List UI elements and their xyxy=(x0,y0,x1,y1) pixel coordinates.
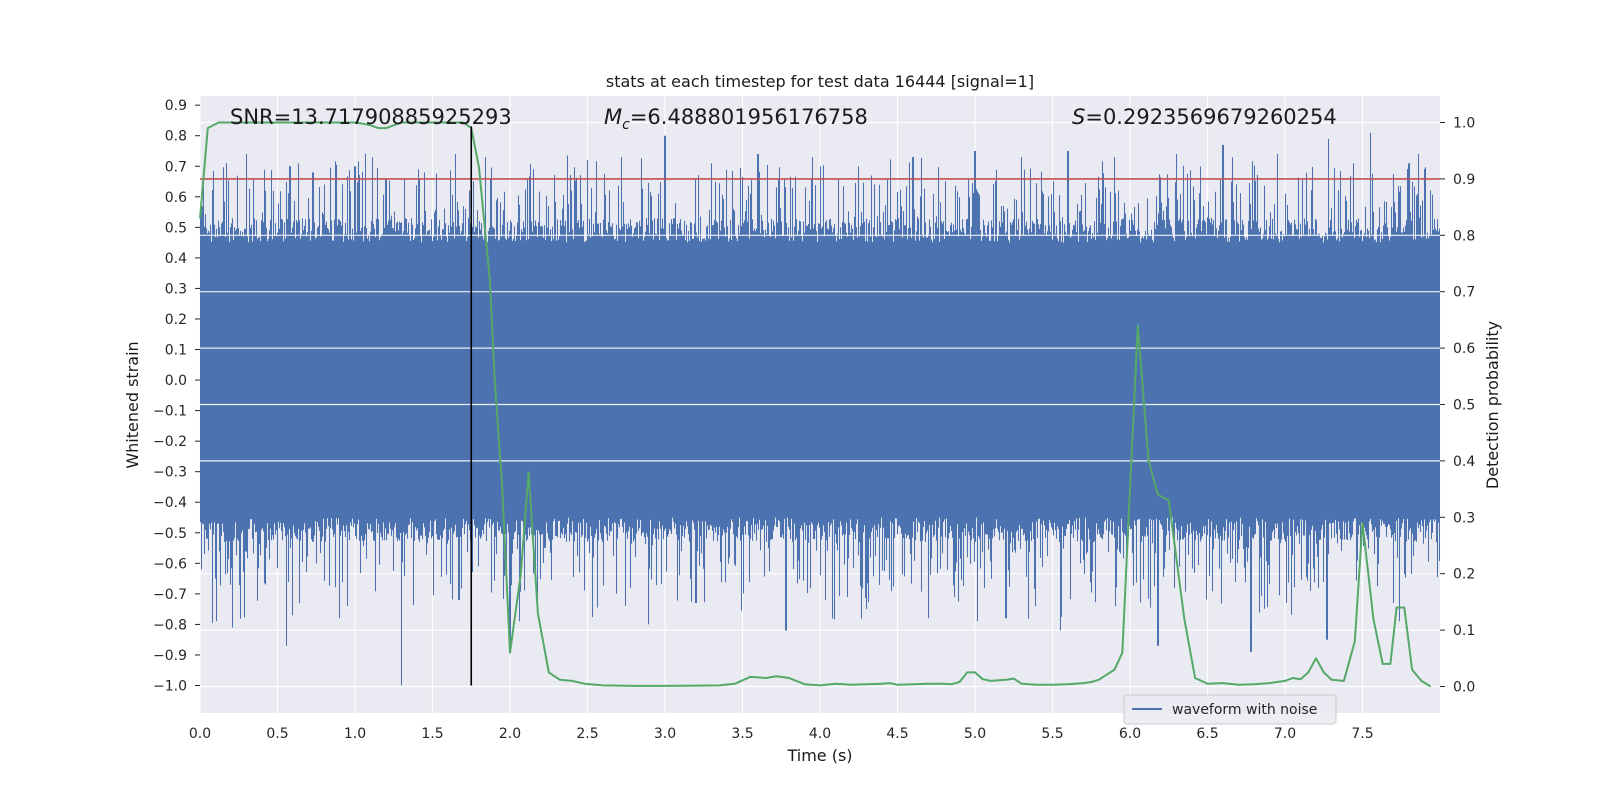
y-tick-label: −1.0 xyxy=(153,679,187,695)
x-tick-label: 6.0 xyxy=(1119,726,1141,742)
x-tick-label: 6.5 xyxy=(1196,726,1218,742)
x-tick-label: 5.5 xyxy=(1041,726,1063,742)
y-tick-label: −0.9 xyxy=(153,648,187,664)
y-tick-label: −0.3 xyxy=(153,465,187,481)
y-tick-label: 0.0 xyxy=(165,373,187,389)
x-tick-label: 1.5 xyxy=(421,726,443,742)
y-tick-label: −0.7 xyxy=(153,587,187,603)
y-tick-label: −0.5 xyxy=(153,526,187,542)
y2-tick-label: 1.0 xyxy=(1453,116,1475,132)
y-tick-label: 0.5 xyxy=(165,220,187,236)
y2-tick-label: 0.6 xyxy=(1453,341,1475,357)
y2-tick-label: 0.9 xyxy=(1453,172,1475,188)
y-tick-label: −0.6 xyxy=(153,556,187,572)
legend-label: waveform with noise xyxy=(1172,702,1317,718)
legend-box xyxy=(1123,694,1337,725)
y-tick-label: −0.1 xyxy=(153,404,187,420)
y-tick-label: 0.6 xyxy=(165,190,187,206)
x-tick-label: 3.5 xyxy=(731,726,753,742)
y-tick-label: −0.8 xyxy=(153,617,187,633)
snr-annotation: SNR=13.71790885925293 xyxy=(230,105,512,129)
x-tick-label: 1.0 xyxy=(344,726,366,742)
x-axis-label: Time (s) xyxy=(786,746,852,765)
waveform-series xyxy=(199,132,1441,686)
chirp-mass-annotation: Mc=6.488801956176758 xyxy=(604,105,868,133)
y-tick-label: 0.1 xyxy=(165,343,187,359)
chart-title: stats at each timestep for test data 164… xyxy=(606,72,1034,91)
waveform-line xyxy=(199,132,1441,686)
y2-tick-label: 0.0 xyxy=(1453,679,1475,695)
y-axis-label: Whitened strain xyxy=(123,341,142,468)
y2-tick-label: 0.8 xyxy=(1453,228,1475,244)
y2-tick-label: 0.5 xyxy=(1453,398,1475,414)
detection-probability-line xyxy=(199,121,1432,688)
y2-tick-label: 0.3 xyxy=(1453,510,1475,526)
x-tick-label: 2.5 xyxy=(576,726,598,742)
legend: waveform with noise xyxy=(1123,694,1337,725)
x-tick-label: 4.5 xyxy=(886,726,908,742)
y-tick-label: 0.9 xyxy=(165,98,187,114)
y-tick-label: 0.8 xyxy=(165,129,187,145)
y-tick-label: −0.2 xyxy=(153,434,187,450)
x-tick-label: 7.0 xyxy=(1274,726,1296,742)
x-tick-label: 2.0 xyxy=(499,726,521,742)
x-tick-label: 5.0 xyxy=(964,726,986,742)
y2-axis-label: Detection probability xyxy=(1483,321,1502,489)
y-tick-label: 0.2 xyxy=(165,312,187,328)
y-tick-label: 0.3 xyxy=(165,281,187,297)
x-tick-label: 3.0 xyxy=(654,726,676,742)
y2-tick-label: 0.7 xyxy=(1453,285,1475,301)
y2-tick-label: 0.1 xyxy=(1453,623,1475,639)
y-tick-label: 0.4 xyxy=(165,251,187,267)
y-tick-label: −0.4 xyxy=(153,495,187,511)
y-tick-label: 0.7 xyxy=(165,159,187,175)
x-tick-label: 4.0 xyxy=(809,726,831,742)
y2-tick-label: 0.4 xyxy=(1453,454,1475,470)
x-tick-label: 7.5 xyxy=(1351,726,1373,742)
s-annotation: S=0.2923569679260254 xyxy=(1072,105,1337,129)
ticks-layer: 0.0 0.5 1.0 1.5 2.0 2.5 3.0 3.5 4.0 4.5 5.0 5.5 6.0 6… xyxy=(153,98,1475,742)
overlay-layer xyxy=(199,121,1440,688)
x-tick-label: 0.5 xyxy=(266,726,288,742)
x-tick-label: 0.0 xyxy=(189,726,211,742)
y2-tick-label: 0.2 xyxy=(1453,567,1475,583)
